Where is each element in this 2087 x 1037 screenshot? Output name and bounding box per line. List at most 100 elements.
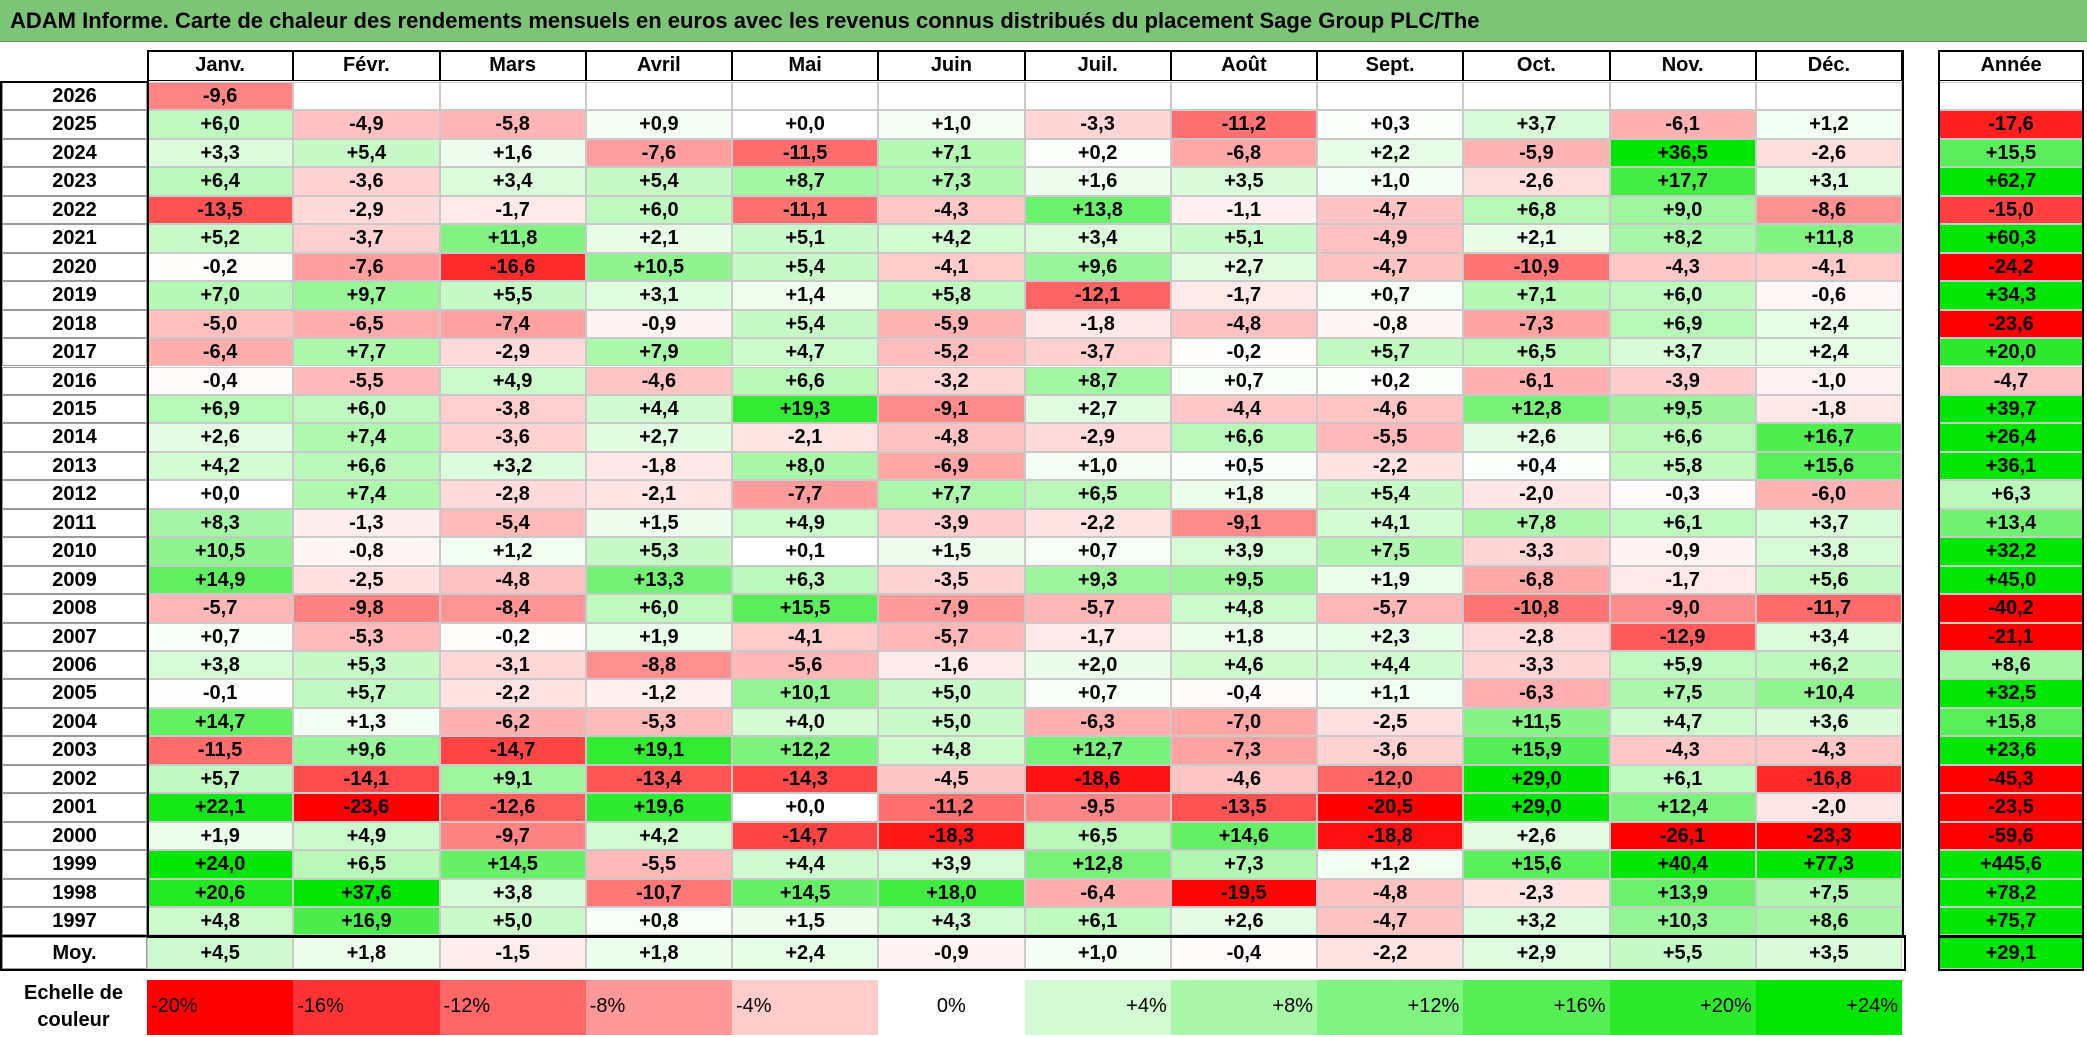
heatmap-cell: +4,9: [439, 366, 586, 395]
heatmap-cell: -19,5: [1170, 878, 1317, 908]
heatmap-cell: +4,3: [878, 907, 1025, 936]
heatmap-cell: -5,3: [293, 622, 440, 651]
heatmap-cell: -12,6: [439, 793, 586, 822]
heatmap-cell: -4,1: [732, 622, 879, 651]
heatmap-cell: +0,9: [585, 110, 732, 139]
heatmap-cell: -6,0: [1755, 480, 1902, 509]
heatmap-cell: -1,7: [1170, 281, 1317, 310]
color-scale-stop: +24%: [1755, 980, 1902, 1035]
year-label: 2015: [2, 394, 147, 424]
heatmap-cell: [1463, 82, 1610, 111]
heatmap-cell: +29,0: [1463, 764, 1610, 794]
heatmap-cell: -7,6: [585, 138, 732, 168]
heatmap-cell: +0,3: [1317, 110, 1464, 139]
heatmap-cell: +11,8: [1755, 224, 1902, 253]
heatmap-cell: +1,8: [1170, 622, 1317, 651]
heatmap-cell: +7,5: [1755, 878, 1902, 908]
heatmap-cell: +2,1: [585, 224, 732, 253]
heatmap-cell: +3,2: [1463, 907, 1610, 936]
heatmap-cell: +4,0: [732, 707, 879, 737]
heatmap-cell: +7,4: [293, 423, 440, 452]
heatmap-cell: +5,9: [1609, 651, 1756, 680]
heatmap-cell: +3,4: [1755, 622, 1902, 651]
heatmap-cell: +5,8: [878, 281, 1025, 310]
heatmap-cell: -0,4: [1170, 679, 1317, 708]
heatmap-cell: -3,6: [1317, 736, 1464, 765]
heatmap-cell: [439, 82, 586, 111]
heatmap-cell: +3,2: [439, 451, 586, 481]
heatmap-cell: +22,1: [147, 793, 294, 822]
heatmap-cell: -1,0: [1755, 366, 1902, 395]
heatmap-cell: +1,2: [439, 537, 586, 566]
heatmap-cell: +7,8: [1463, 508, 1610, 538]
heatmap-cell: +3,8: [1755, 537, 1902, 566]
annual-cell: +15,5: [1938, 138, 2084, 168]
year-label: 2003: [2, 736, 147, 765]
heatmap-cell: -6,9: [878, 451, 1025, 481]
color-scale-stop: -20%: [147, 980, 294, 1035]
year-label: 2011: [2, 508, 147, 538]
heatmap-cell: +9,6: [1024, 252, 1171, 282]
heatmap-cell: -2,0: [1463, 480, 1610, 509]
heatmap-cell: -10,8: [1463, 594, 1610, 623]
heatmap-cell: -5,2: [878, 338, 1025, 367]
heatmap-cell: -5,4: [439, 508, 586, 538]
year-label: 2002: [2, 764, 147, 794]
heatmap-cell: +3,7: [1609, 338, 1756, 367]
heatmap-cell: +4,8: [1170, 594, 1317, 623]
heatmap-cell: +8,2: [1609, 224, 1756, 253]
heatmap-cell: +5,0: [439, 907, 586, 936]
heatmap-cell: +16,7: [1755, 423, 1902, 452]
heatmap-cell: +29,0: [1463, 793, 1610, 822]
heatmap-cell: +15,6: [1463, 850, 1610, 879]
heatmap-cell: -8,6: [1755, 195, 1902, 225]
heatmap-cell: -7,7: [732, 480, 879, 509]
heatmap-cell: -3,9: [878, 508, 1025, 538]
annual-cell: +36,1: [1938, 451, 2084, 481]
year-label: 1998: [2, 878, 147, 908]
heatmap-cell: -4,9: [1317, 224, 1464, 253]
heatmap-cell: -6,8: [1463, 565, 1610, 595]
average-cell: +1,0: [1024, 937, 1171, 969]
heatmap-cell: -12,9: [1609, 622, 1756, 651]
heatmap-cell: +16,9: [293, 907, 440, 936]
annual-cell: -23,6: [1938, 309, 2084, 339]
heatmap-cell: -5,7: [878, 622, 1025, 651]
heatmap-cell: +6,6: [1609, 423, 1756, 452]
heatmap-cell: +7,1: [878, 138, 1025, 168]
heatmap-cell: +14,6: [1170, 821, 1317, 851]
heatmap-cell: [1170, 82, 1317, 111]
heatmap-cell: -3,7: [1024, 338, 1171, 367]
heatmap-cell: +3,3: [147, 138, 294, 168]
heatmap-cell: +5,3: [585, 537, 732, 566]
heatmap-cell: +3,8: [147, 651, 294, 680]
heatmap-cell: +15,6: [1755, 451, 1902, 481]
heatmap-cell: +9,6: [293, 736, 440, 765]
heatmap-cell: -14,1: [293, 764, 440, 794]
heatmap-cell: +5,3: [293, 651, 440, 680]
heatmap-cell: +19,6: [585, 793, 732, 822]
heatmap-cell: -5,7: [147, 594, 294, 623]
average-label: Moy.: [2, 937, 147, 969]
average-cell: +2,4: [732, 937, 879, 969]
heatmap-cell: +4,2: [878, 224, 1025, 253]
heatmap-cell: +8,7: [1024, 366, 1171, 395]
heatmap-cell: -2,5: [1317, 707, 1464, 737]
heatmap-cell: -6,3: [1024, 707, 1171, 737]
average-cell: -2,2: [1317, 937, 1464, 969]
year-label: 2013: [2, 451, 147, 481]
heatmap-cell: +4,4: [585, 394, 732, 424]
heatmap-cell: -4,3: [1609, 252, 1756, 282]
heatmap-cell: +10,5: [147, 537, 294, 566]
annual-cell: +78,2: [1938, 878, 2084, 908]
heatmap-cell: -9,7: [439, 821, 586, 851]
annual-cell: +445,6: [1938, 850, 2084, 879]
heatmap-cell: +6,8: [1463, 195, 1610, 225]
annual-cell: [1938, 82, 2084, 111]
heatmap-cell: +1,6: [439, 138, 586, 168]
heatmap-cell: +40,4: [1609, 850, 1756, 879]
heatmap-cell: +1,0: [878, 110, 1025, 139]
year-label: 2009: [2, 565, 147, 595]
year-label: 2001: [2, 793, 147, 822]
heatmap-cell: +2,4: [1755, 338, 1902, 367]
